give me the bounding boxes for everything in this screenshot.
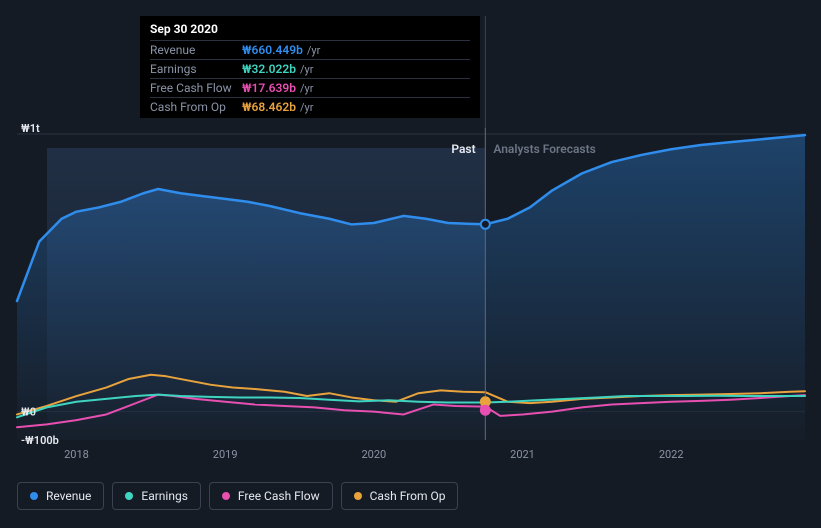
tooltip-row: Earnings₩32.022b/yr bbox=[150, 59, 470, 78]
tooltip-row: Free Cash Flow₩17.639b/yr bbox=[150, 78, 470, 97]
legend-dot-icon bbox=[30, 492, 38, 500]
tooltip-row-label: Earnings bbox=[150, 62, 242, 76]
legend-item-cfo[interactable]: Cash From Op bbox=[341, 482, 459, 510]
tooltip-row: Revenue₩660.449b/yr bbox=[150, 40, 470, 59]
tooltip-row-label: Revenue bbox=[150, 43, 242, 57]
svg-text:₩0: ₩0 bbox=[21, 406, 36, 419]
tooltip-row-unit: /yr bbox=[307, 44, 320, 57]
tooltip-row-unit: /yr bbox=[300, 82, 313, 95]
tooltip-row-value: ₩68.462b bbox=[242, 100, 296, 114]
tooltip-row-unit: /yr bbox=[300, 101, 313, 114]
tooltip-row-value: ₩32.022b bbox=[242, 62, 296, 76]
chart-legend: Revenue Earnings Free Cash Flow Cash From O… bbox=[17, 482, 458, 510]
svg-text:2021: 2021 bbox=[510, 448, 535, 461]
legend-item-label: Free Cash Flow bbox=[238, 489, 320, 503]
section-label-past: Past bbox=[451, 142, 475, 156]
svg-text:2022: 2022 bbox=[659, 448, 684, 461]
legend-item-fcf[interactable]: Free Cash Flow bbox=[209, 482, 333, 510]
tooltip-row-value: ₩660.449b bbox=[242, 43, 303, 57]
tooltip-row-label: Cash From Op bbox=[150, 100, 242, 114]
svg-text:₩1t: ₩1t bbox=[21, 122, 40, 135]
legend-dot-icon bbox=[125, 492, 133, 500]
svg-text:-₩100b: -₩100b bbox=[21, 434, 59, 447]
tooltip-row-unit: /yr bbox=[300, 63, 313, 76]
chart-tooltip: Sep 30 2020 Revenue₩660.449b/yrEarnings₩… bbox=[140, 16, 480, 118]
legend-item-label: Earnings bbox=[141, 489, 188, 503]
tooltip-date: Sep 30 2020 bbox=[150, 22, 470, 40]
svg-text:2018: 2018 bbox=[64, 448, 89, 461]
legend-item-revenue[interactable]: Revenue bbox=[17, 482, 104, 510]
legend-dot-icon bbox=[222, 492, 230, 500]
svg-text:2020: 2020 bbox=[361, 448, 386, 461]
legend-dot-icon bbox=[354, 492, 362, 500]
section-label-forecast: Analysts Forecasts bbox=[493, 142, 595, 156]
legend-item-label: Revenue bbox=[46, 489, 91, 503]
tooltip-row-label: Free Cash Flow bbox=[150, 81, 242, 95]
legend-item-earnings[interactable]: Earnings bbox=[112, 482, 201, 510]
tooltip-row-value: ₩17.639b bbox=[242, 81, 296, 95]
legend-item-label: Cash From Op bbox=[370, 489, 446, 503]
financials-chart[interactable]: ₩1t ₩0 -₩100b 2018 2019 2020 2021 2022 Past Ana… bbox=[0, 0, 821, 524]
tooltip-row: Cash From Op₩68.462b/yr bbox=[150, 97, 470, 116]
svg-text:2019: 2019 bbox=[213, 448, 238, 461]
